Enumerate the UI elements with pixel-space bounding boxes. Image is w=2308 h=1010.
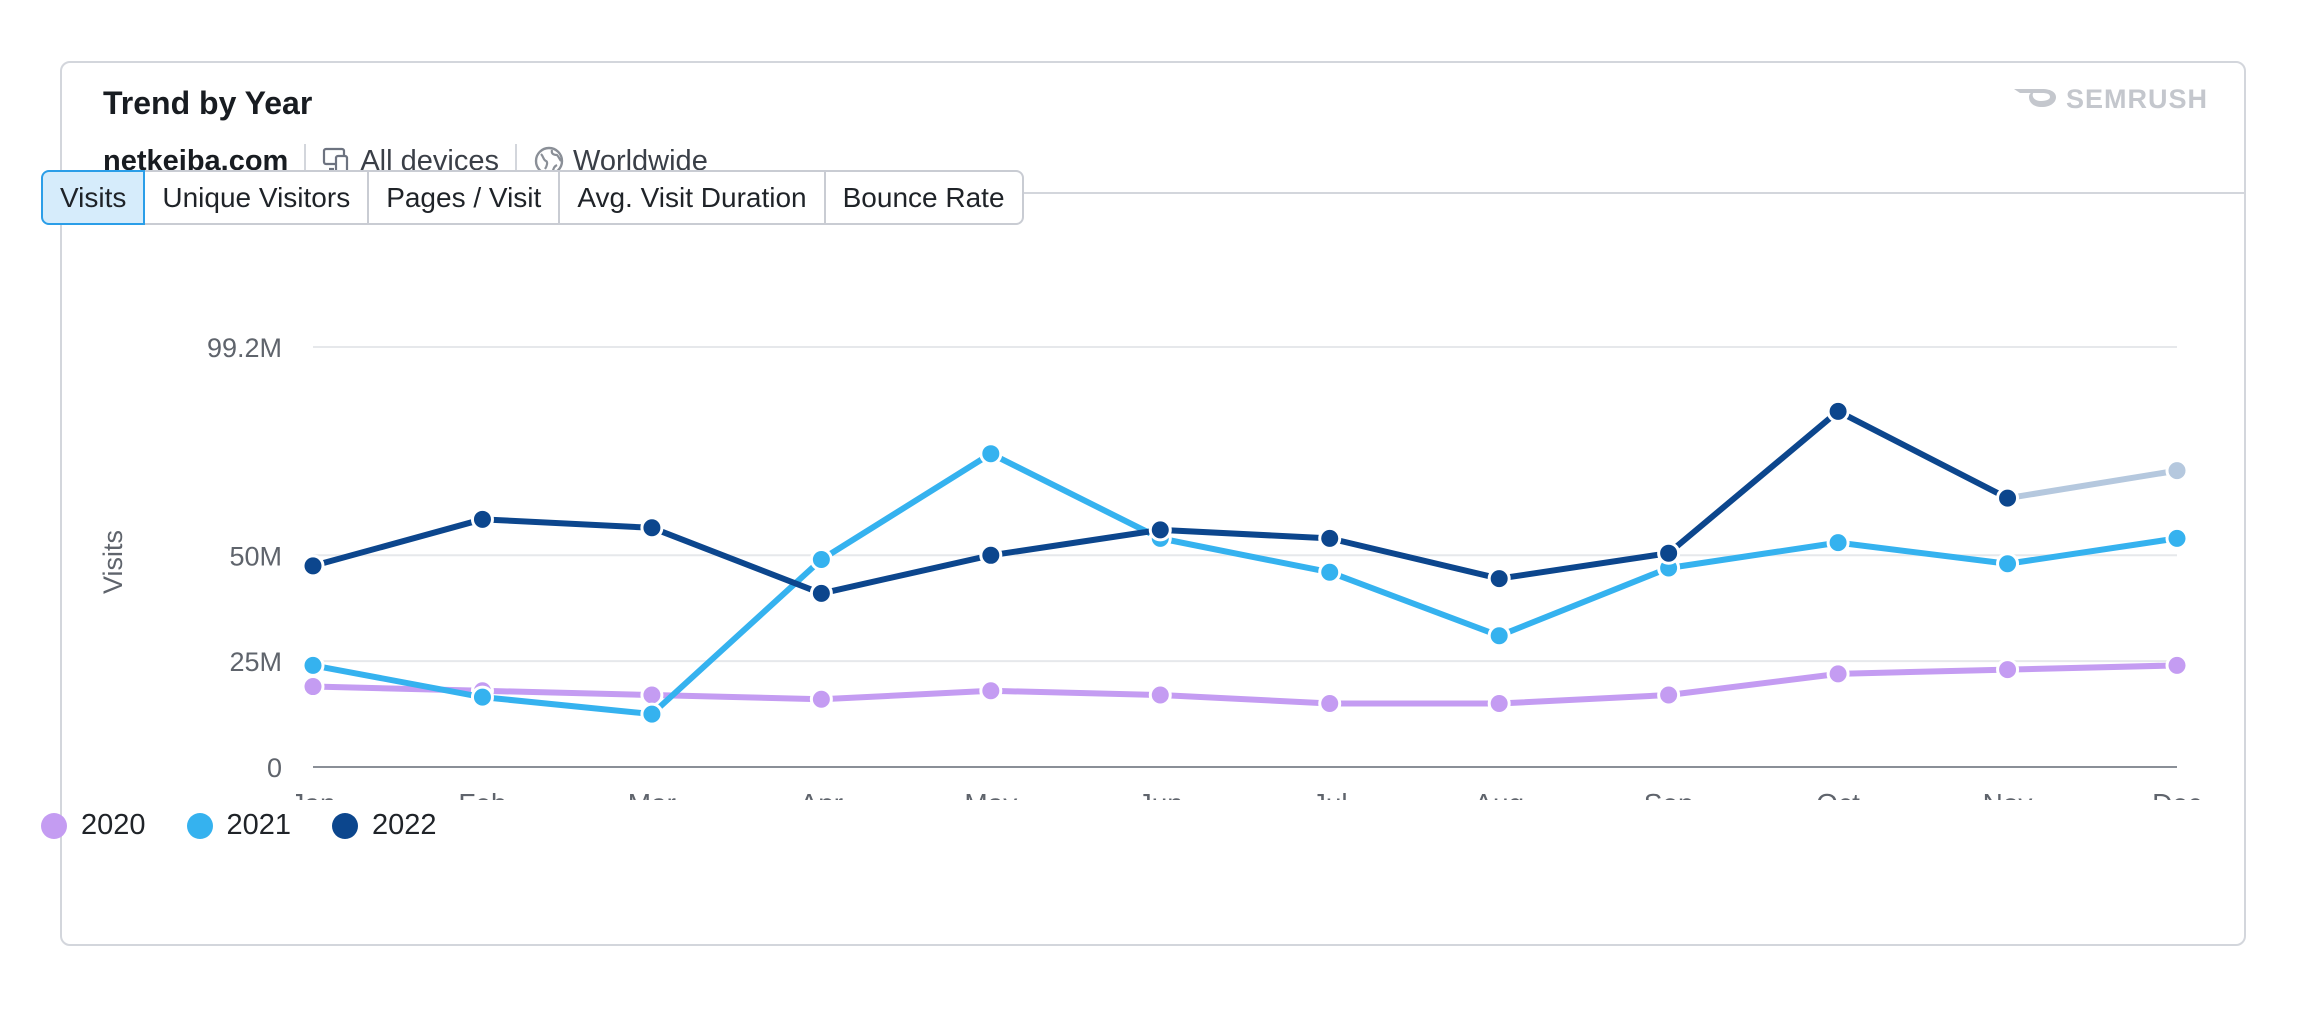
semrush-logo-text: SEMRUSH — [2065, 84, 2208, 114]
x-tick-label: Jun — [1138, 788, 1183, 800]
data-point-2020 — [1996, 658, 2020, 682]
data-point-2022 — [640, 516, 664, 540]
data-point-2021 — [640, 702, 664, 726]
data-point-2022 — [1826, 399, 1850, 423]
data-point-2022 — [1148, 518, 1172, 542]
y-tick-label: 99.2M — [207, 333, 282, 363]
legend-dot-2021 — [186, 812, 213, 839]
data-point-2022 — [301, 554, 325, 578]
legend-label-2021: 2021 — [226, 809, 292, 841]
x-tick-label: Mar — [628, 788, 676, 800]
x-tick-label: Nov — [1983, 788, 2033, 800]
x-tick-label: Apr — [800, 788, 844, 800]
data-point-2020 — [1657, 683, 1681, 707]
data-point-2020 — [2165, 653, 2189, 677]
series-line-2021 — [310, 450, 2180, 718]
y-tick-label: 50M — [229, 541, 282, 571]
visits-line-chart: 0 25M 50M 99.2M Jan Feb Mar Apr May Jun Jul Aug Sep O… — [98, 333, 2202, 800]
tab-unique-visitors[interactable]: Unique Visitors — [143, 170, 370, 225]
legend-label-2020: 2020 — [81, 809, 146, 841]
data-point-2022 — [1996, 486, 2020, 510]
data-point-2021 — [470, 685, 494, 709]
legend-label-2022: 2022 — [372, 809, 437, 841]
x-tick-label: Jul — [1312, 788, 1348, 800]
series-line-2022 — [310, 408, 2011, 597]
data-point-2022 — [470, 507, 494, 531]
data-point-2021 — [301, 653, 325, 677]
y-axis-title: Visits — [98, 530, 128, 594]
meta-divider — [514, 144, 517, 178]
data-point-2020 — [979, 679, 1003, 703]
data-point-2022 — [1487, 567, 1511, 591]
data-point-2020 — [1826, 662, 1850, 686]
data-point-2021 — [1318, 560, 1342, 584]
data-point-2021 — [1487, 624, 1511, 648]
series-projection-line-2022 — [2004, 467, 2180, 502]
series-line-2020 — [310, 662, 2180, 707]
data-point-2022 — [809, 581, 833, 605]
y-tick-label: 25M — [229, 647, 282, 677]
x-tick-label: Feb — [458, 788, 506, 800]
data-point-2022 — [1657, 541, 1681, 565]
data-point-2021 — [2165, 526, 2189, 550]
data-point-2021 — [1826, 531, 1850, 555]
data-point-2021 — [979, 442, 1003, 466]
x-tick-label: Jan — [290, 788, 335, 800]
x-tick-label: Oct — [1816, 788, 1860, 800]
tab-bounce-rate[interactable]: Bounce Rate — [823, 170, 1024, 225]
data-point-2021 — [809, 548, 833, 572]
data-point-2022 — [1318, 526, 1342, 550]
semrush-flame-icon — [2012, 81, 2058, 118]
x-tick-label: Aug — [1474, 788, 1524, 800]
chart-legend: 2020 2021 2022 — [41, 809, 437, 842]
tab-pages-per-visit[interactable]: Pages / Visit — [367, 170, 561, 225]
series-projection-point-2022 — [2165, 459, 2189, 483]
data-point-2020 — [809, 687, 833, 711]
data-point-2020 — [1318, 691, 1342, 715]
tab-visits[interactable]: Visits — [41, 170, 146, 225]
data-point-2020 — [640, 683, 664, 707]
devices-icon — [322, 146, 352, 176]
data-point-2020 — [1487, 691, 1511, 715]
legend-item-2022[interactable]: 2022 — [332, 809, 437, 842]
meta-divider — [304, 144, 307, 178]
data-point-2022 — [979, 543, 1003, 567]
tab-avg-visit-duration[interactable]: Avg. Visit Duration — [558, 170, 826, 225]
legend-dot-2022 — [332, 812, 359, 839]
legend-dot-2020 — [41, 812, 67, 839]
metric-tabs: Visits Unique Visitors Pages / Visit Avg… — [41, 170, 1024, 225]
card-header: Trend by Year netkeiba.com All devices — [62, 63, 2244, 194]
x-tick-label: May — [964, 788, 1017, 800]
y-tick-label: 0 — [267, 753, 282, 783]
legend-item-2021[interactable]: 2021 — [186, 809, 292, 842]
data-point-2020 — [301, 675, 325, 699]
semrush-logo: SEMRUSH — [2012, 81, 2208, 118]
legend-item-2020[interactable]: 2020 — [41, 809, 146, 842]
data-point-2020 — [1148, 683, 1172, 707]
card-title: Trend by Year — [103, 85, 313, 121]
data-point-2021 — [1996, 552, 2020, 576]
x-tick-label: Sep — [1644, 788, 1694, 800]
x-tick-label: Dec — [2152, 788, 2202, 800]
